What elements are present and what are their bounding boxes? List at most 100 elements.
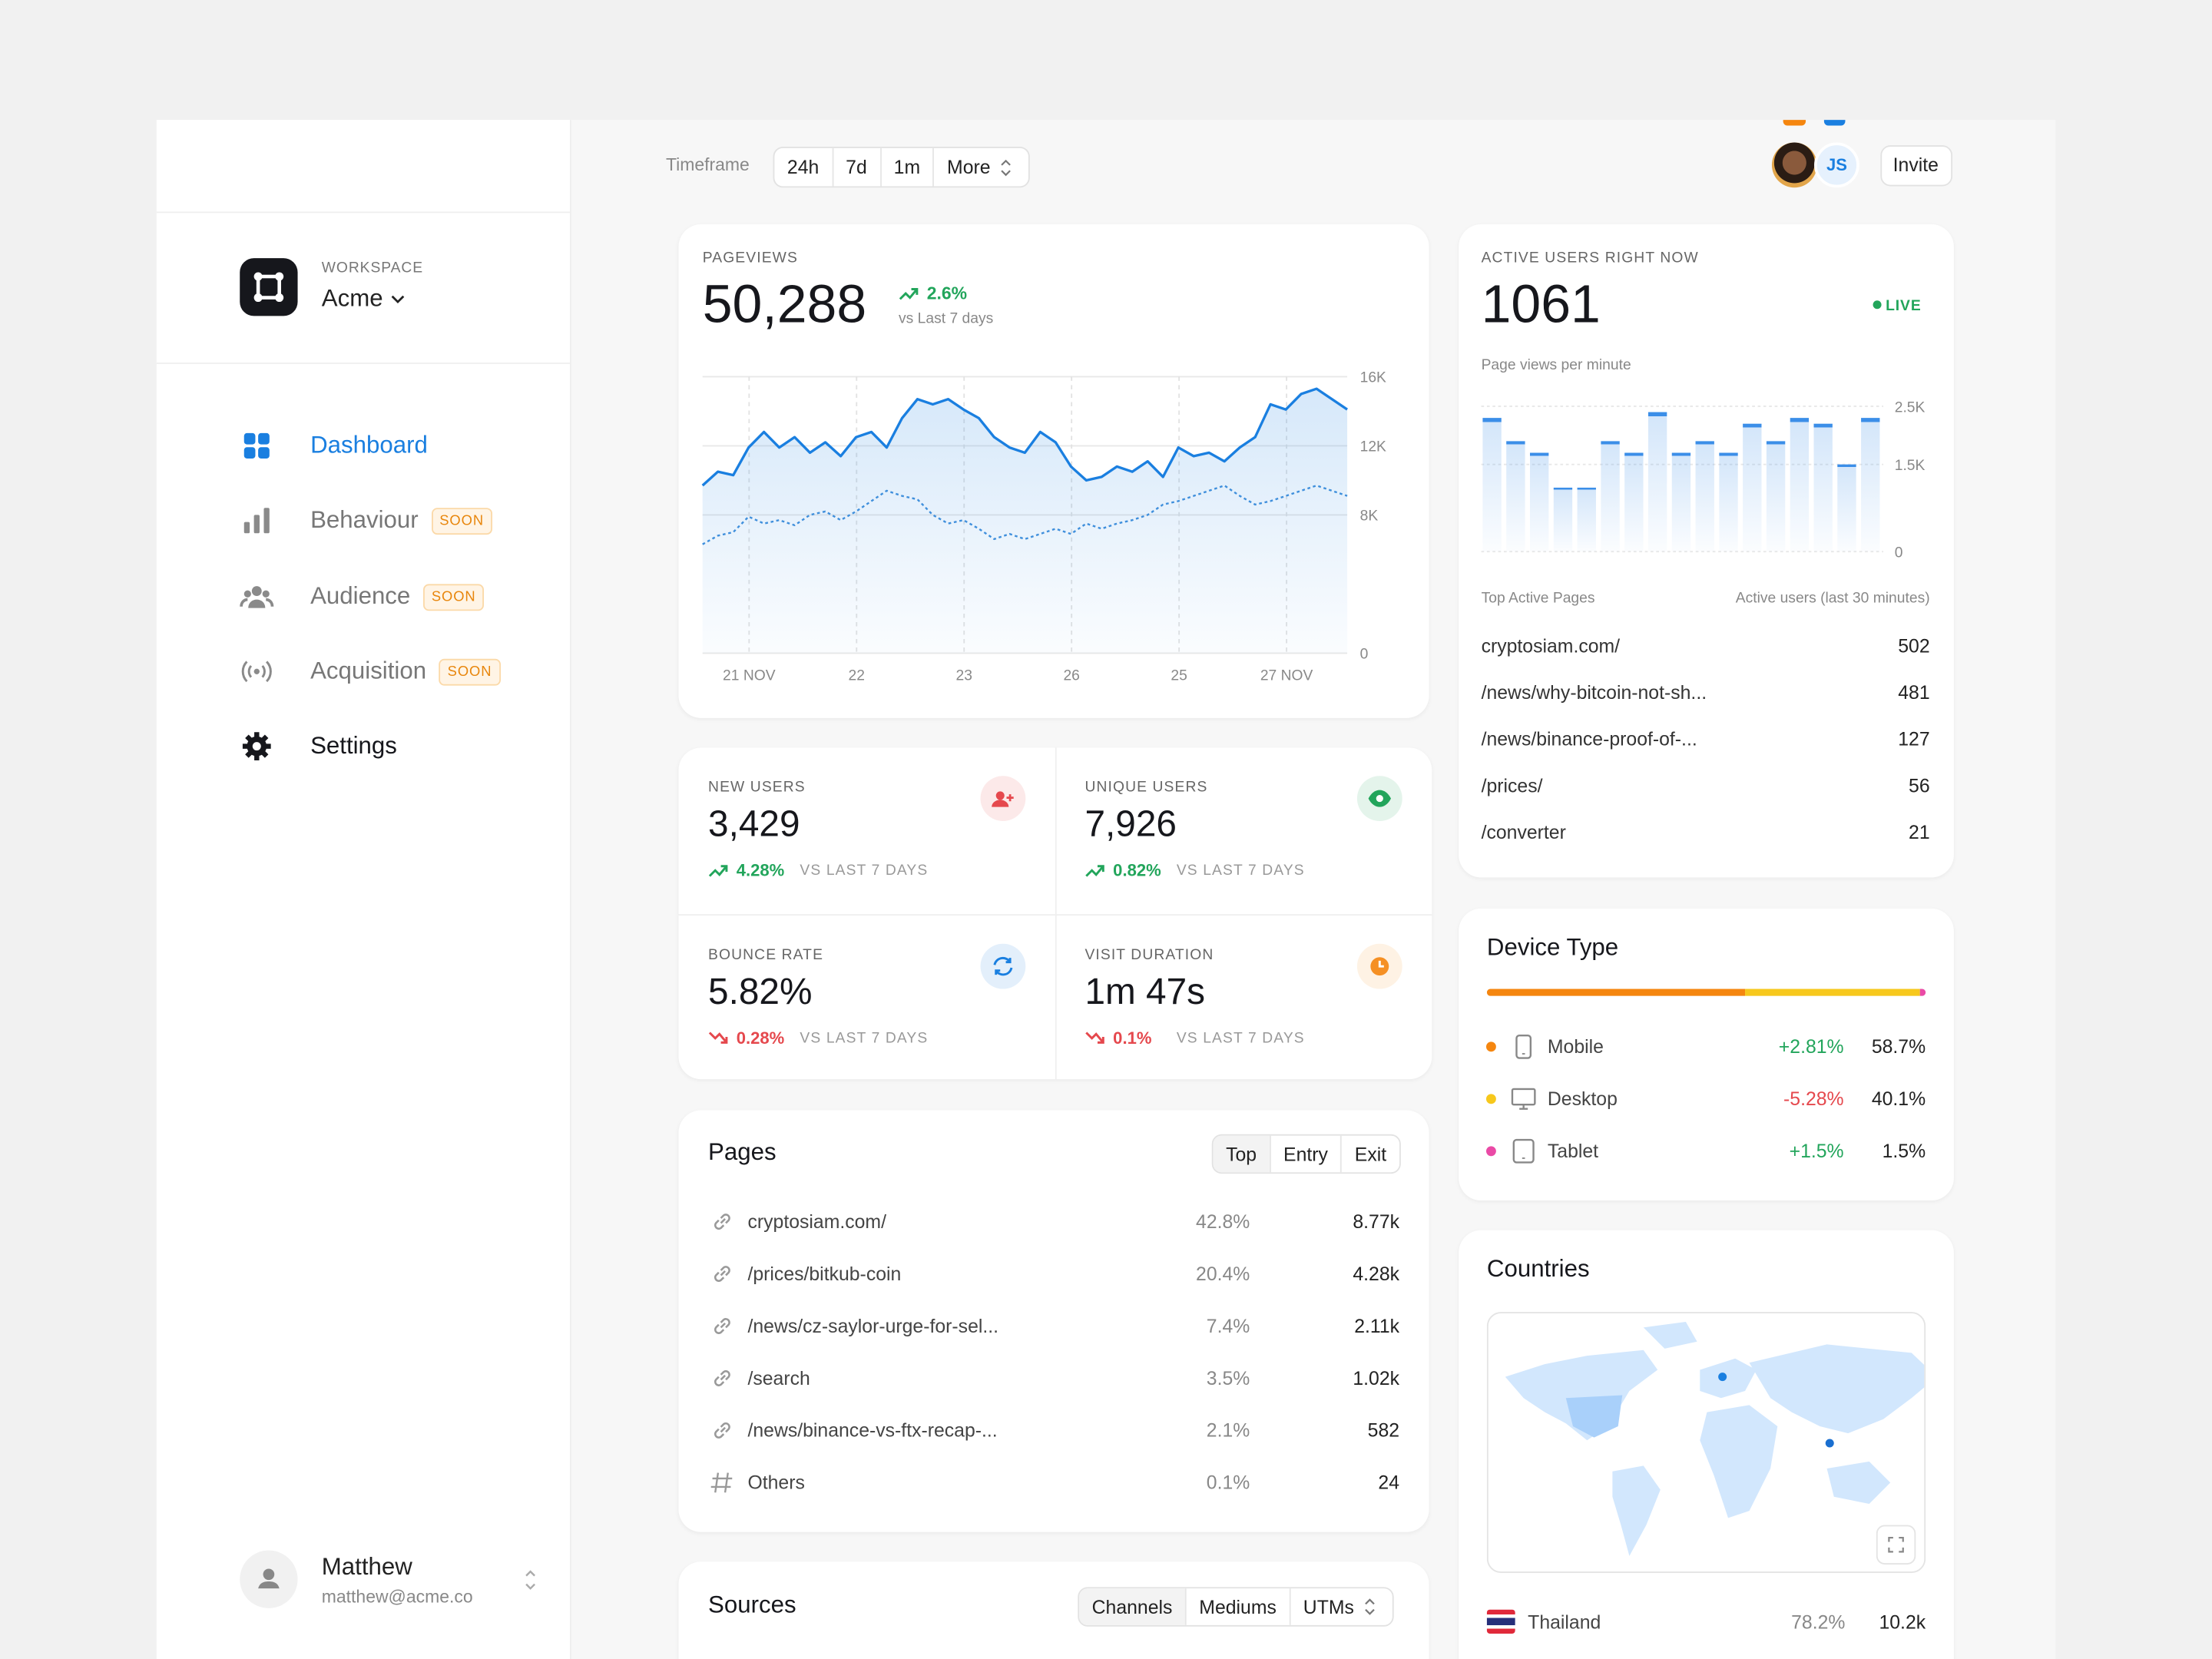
legend-dot (1486, 1146, 1496, 1157)
kpi-icon (993, 956, 1013, 976)
segment-option[interactable]: 7d (831, 147, 880, 187)
page-count: 8.77k (1353, 1210, 1400, 1233)
page-share: 0.1% (1206, 1472, 1250, 1494)
page-path: /news/binance-proof-of-... (1481, 728, 1697, 750)
pageviews-change: 2.6% (926, 283, 968, 303)
page-path: Others (747, 1472, 805, 1494)
bar (1553, 487, 1573, 552)
live-dot (1873, 300, 1882, 310)
y-tick-label: 16K (1360, 370, 1386, 386)
segment-option[interactable]: Mediums (1184, 1588, 1289, 1625)
segment-option[interactable]: 24h (786, 156, 820, 178)
nav-item[interactable]: Behaviour SOON (310, 507, 493, 535)
card-title: PAGEVIEWS (702, 250, 798, 267)
chevron (1364, 1598, 1375, 1615)
page-path: /news/why-bitcoin-not-sh... (1481, 682, 1707, 704)
user-menu-chevron[interactable] (522, 1566, 539, 1594)
kpi-change: 4.28% (736, 860, 785, 881)
kpi-label: BOUNCE RATE (708, 946, 824, 964)
bar (1813, 423, 1833, 552)
page-share: 20.4% (1196, 1263, 1250, 1285)
user-icon (258, 1568, 280, 1589)
page-path: cryptosiam.com/ (1481, 635, 1621, 657)
trend-arrow (1085, 1031, 1104, 1044)
page-count: 502 (1898, 635, 1930, 657)
world-map (1505, 1322, 1925, 1556)
bar (1601, 441, 1620, 552)
user-avatar (1771, 142, 1817, 188)
dot (1486, 1146, 1496, 1157)
kpi-note: VS LAST 7 DAYS (800, 1029, 929, 1047)
page-count: 481 (1898, 682, 1930, 704)
device-share: 58.7% (1871, 1036, 1926, 1058)
device-segment (1744, 988, 1921, 996)
x-tick-label: 26 (1063, 667, 1079, 684)
segment-option[interactable]: UTMs (1289, 1588, 1392, 1625)
x-tick-label: 21 NOV (723, 667, 776, 684)
trend-icon (899, 288, 919, 300)
table-header: Top Active Pages (1481, 589, 1595, 607)
segment-option[interactable]: Entry (1269, 1135, 1341, 1173)
line (702, 484, 1348, 545)
divider (678, 914, 1432, 916)
chevron (392, 295, 406, 304)
page-share: 2.1% (1206, 1419, 1250, 1442)
device-name: Desktop (1547, 1088, 1618, 1110)
nav-icon (243, 508, 270, 534)
segment-option[interactable]: Channels (1079, 1588, 1185, 1625)
row-icon (710, 1472, 733, 1493)
user-photo (240, 1550, 298, 1608)
legend-dot (1486, 1041, 1496, 1052)
segment-option[interactable]: More (932, 147, 1028, 187)
logo-icon (253, 272, 284, 303)
nav-item[interactable]: Audience SOON (310, 582, 485, 611)
live-badge: LIVE (1872, 298, 1922, 315)
bar (1790, 418, 1810, 552)
timeframe-control: 24h 7d 1m More (773, 147, 1030, 188)
page-count: 127 (1898, 728, 1930, 750)
bar (1743, 423, 1762, 552)
bar (1695, 441, 1714, 552)
segment-option[interactable]: Exit (1340, 1135, 1399, 1173)
trend-icon (1085, 865, 1104, 877)
nav-item[interactable]: Acquisition SOON (310, 657, 501, 686)
nav-icon (243, 432, 270, 459)
segment-option[interactable]: Top (1213, 1135, 1270, 1173)
kpi-change: 0.1% (1113, 1028, 1152, 1048)
page-path: /prices/ (1481, 775, 1543, 796)
page-count: 1.02k (1353, 1367, 1400, 1389)
expand-icon (1888, 1536, 1904, 1553)
workspace-name: Acme (322, 285, 407, 313)
nav-item[interactable]: Dashboard (310, 432, 428, 459)
device-segment (1486, 988, 1745, 996)
page-path: cryptosiam.com/ (747, 1210, 886, 1233)
kpi-note: VS LAST 7 DAYS (800, 862, 929, 879)
segment-option[interactable]: 1m (879, 147, 932, 187)
tab-marker (1823, 120, 1846, 126)
y-tick-label: 8K (1360, 508, 1379, 525)
nav-icon (241, 660, 272, 682)
flag (1486, 1609, 1515, 1634)
expand-button[interactable] (1876, 1525, 1916, 1565)
bar (1529, 452, 1549, 552)
trend-arrow (708, 1031, 728, 1044)
map (1486, 1312, 1926, 1573)
page-path: /prices/bitkub-coin (747, 1263, 902, 1285)
device-share: 40.1% (1871, 1088, 1926, 1110)
sidebar (156, 120, 571, 1659)
row-icon (714, 1266, 730, 1283)
bar (1861, 418, 1880, 552)
kpi-note: VS LAST 7 DAYS (1176, 1029, 1305, 1047)
trend-icon (708, 1031, 728, 1044)
pages-card (678, 1110, 1429, 1532)
trend-arrow (899, 288, 919, 300)
invite-label: Invite (1892, 154, 1939, 176)
user-email: matthew@acme.co (321, 1587, 473, 1608)
device-change: -5.28% (1783, 1088, 1844, 1110)
kpi-label: VISIT DURATION (1084, 946, 1214, 964)
invite-button[interactable] (1880, 145, 1953, 187)
device-card (1459, 908, 1954, 1201)
kpi-icon (1368, 790, 1392, 807)
nav-item[interactable]: Settings (310, 732, 397, 760)
